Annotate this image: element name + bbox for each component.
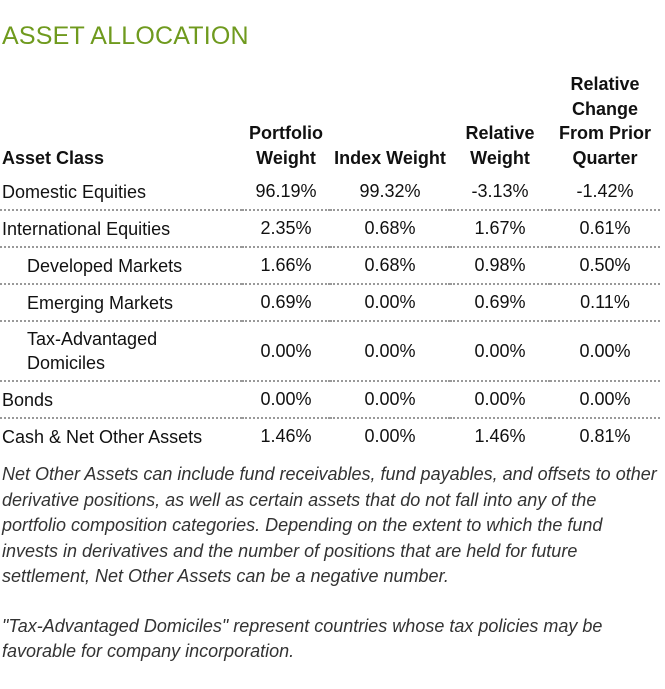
table-row: Cash & Net Other Assets 1.46% 0.00% 1.46% 0.… — [0, 417, 660, 454]
table-row: Tax-Advantaged Domiciles 0.00% 0.00% 0.00% 0… — [0, 320, 660, 381]
value-cell: 0.61% — [550, 209, 660, 247]
row-label-cell: International Equities — [0, 209, 242, 247]
table-body: Domestic Equities 96.19% 99.32% -3.13% -1.42… — [0, 174, 660, 454]
row-label: Tax-Advantaged Domiciles — [27, 329, 158, 373]
allocation-table: Asset Class Portfolio Weight Index Weight R… — [0, 72, 660, 454]
value-cell: 0.11% — [550, 283, 660, 321]
value-cell: 0.00% — [550, 380, 660, 418]
value-cell: 1.66% — [242, 246, 330, 284]
value-cell: 0.00% — [242, 320, 330, 381]
column-header: Index Weight — [334, 147, 446, 168]
value-cell: 1.46% — [450, 417, 550, 454]
row-label: International Equities — [2, 218, 171, 239]
value-cell: 0.50% — [550, 246, 660, 284]
value-cell: 0.81% — [550, 417, 660, 454]
table-row: Bonds 0.00% 0.00% 0.00% 0.00% — [0, 380, 660, 418]
value-cell: 1.67% — [450, 209, 550, 247]
row-label: Domestic Equities — [2, 181, 147, 202]
value-cell: 0.98% — [450, 246, 550, 284]
value-cell: 0.00% — [550, 320, 660, 381]
header-row: Asset Class Portfolio Weight Index Weight R… — [0, 72, 660, 174]
row-label-cell: Developed Markets — [0, 246, 242, 284]
value-cell: 0.68% — [330, 209, 450, 247]
row-label-cell: Bonds — [0, 380, 242, 418]
row-label-cell: Tax-Advantaged Domiciles — [0, 320, 242, 381]
table-row: Developed Markets 1.66% 0.68% 0.98% 0.50% — [0, 246, 660, 284]
value-cell: 0.69% — [242, 283, 330, 321]
value-cell: -1.42% — [576, 181, 634, 201]
value-cell: 0.00% — [450, 380, 550, 418]
row-label: Bonds — [2, 389, 54, 410]
value-cell: -3.13% — [471, 181, 529, 201]
value-cell: 0.00% — [242, 380, 330, 418]
value-cell: 99.32% — [359, 181, 421, 201]
row-label-cell: Cash & Net Other Assets — [0, 417, 242, 454]
column-header: Portfolio Weight — [249, 123, 323, 168]
row-label: Developed Markets — [27, 255, 183, 276]
value-cell: 96.19% — [255, 181, 317, 201]
row-label-cell: Domestic Equities — [0, 174, 242, 210]
footnotes: Net Other Assets can include fund receiv… — [2, 462, 662, 689]
table-row: Domestic Equities 96.19% 99.32% -3.13% -1.42… — [0, 174, 660, 210]
value-cell: 0.00% — [450, 320, 550, 381]
column-header: Asset Class — [2, 147, 105, 168]
row-label: Cash & Net Other Assets — [2, 426, 203, 447]
column-header: Relative Change From Prior Quarter — [558, 74, 651, 168]
table-row: International Equities 2.35% 0.68% 1.67% 0.6… — [0, 209, 660, 247]
footnote: "Tax-Advantaged Domiciles" represent cou… — [2, 615, 603, 662]
value-cell: 0.00% — [330, 283, 450, 321]
value-cell: 0.00% — [330, 320, 450, 381]
table-row: Emerging Markets 0.69% 0.00% 0.69% 0.11% — [0, 283, 660, 321]
value-cell: 0.00% — [330, 417, 450, 454]
section-title: ASSET ALLOCATION — [2, 22, 249, 50]
row-label-cell: Emerging Markets — [0, 283, 242, 321]
footnote: Net Other Assets can include fund receiv… — [2, 464, 657, 586]
value-cell: 0.00% — [330, 380, 450, 418]
value-cell: 0.68% — [330, 246, 450, 284]
value-cell: 1.46% — [242, 417, 330, 454]
row-label: Emerging Markets — [27, 292, 174, 313]
value-cell: 2.35% — [242, 209, 330, 247]
value-cell: 0.69% — [450, 283, 550, 321]
column-header: Relative Weight — [465, 123, 535, 168]
